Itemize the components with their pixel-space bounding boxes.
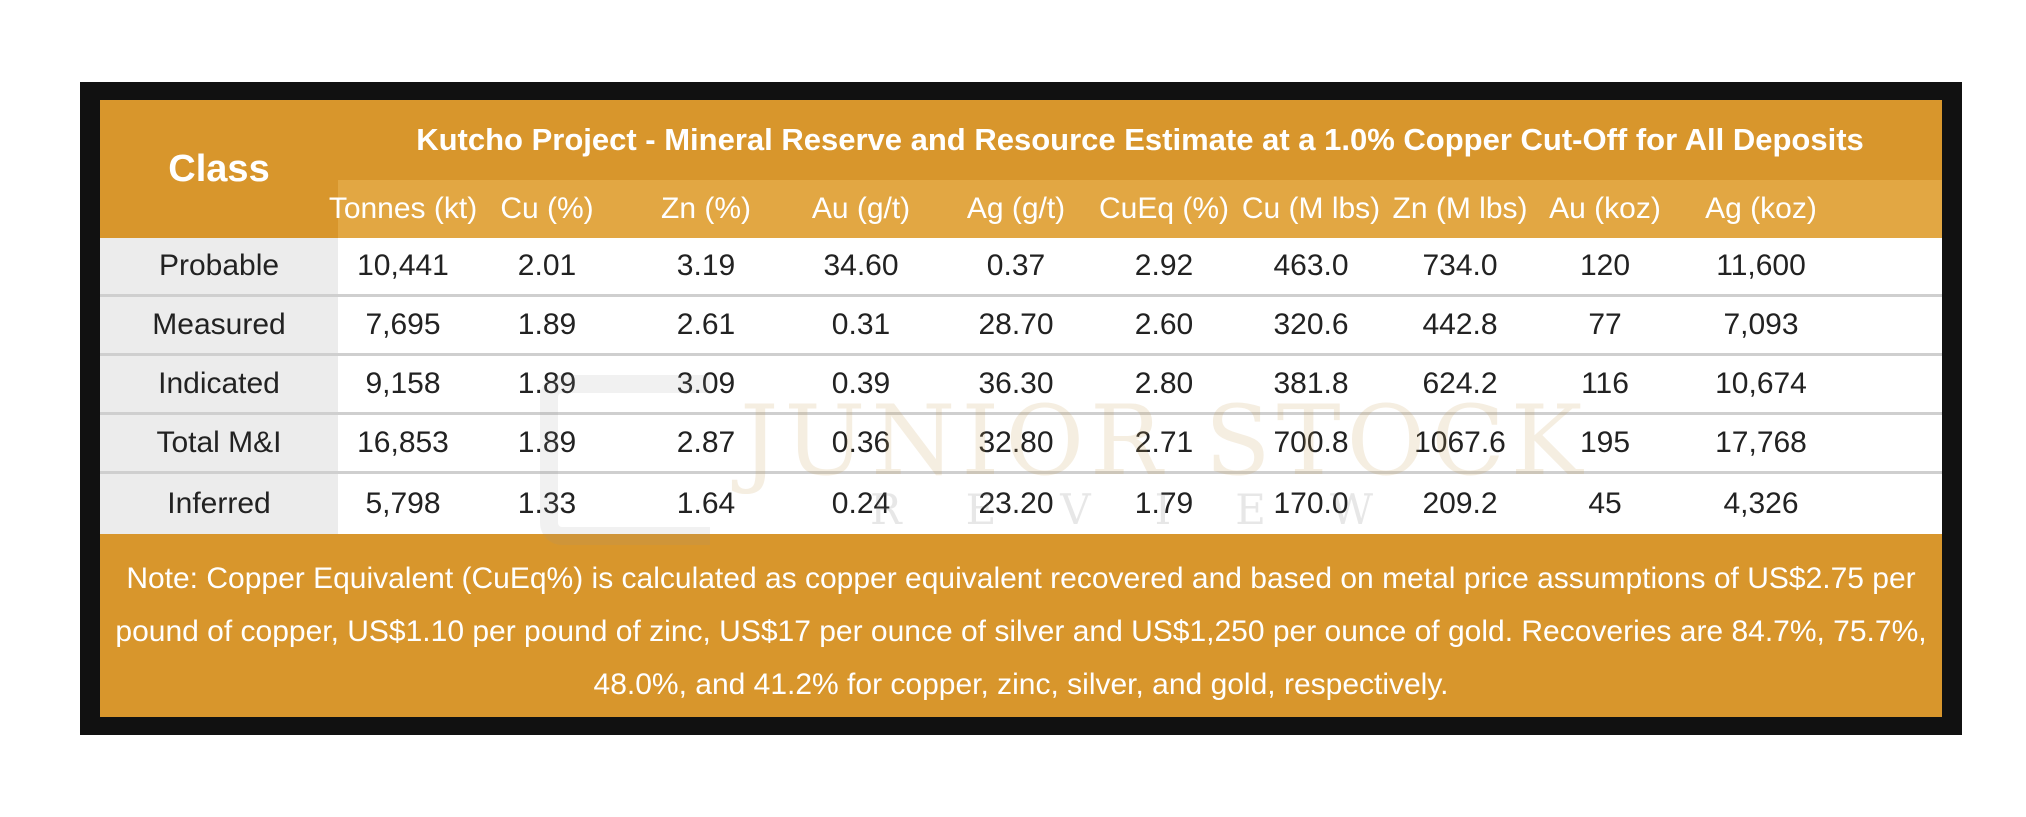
table-cell: 17,768 xyxy=(1715,426,1807,459)
column-header: Au (g/t) xyxy=(811,192,911,225)
table-cell: 9,158 xyxy=(365,367,441,400)
table-cell: 1.64 xyxy=(676,487,736,520)
table-row: Probable 10,441 2.01 3.19 34.60 0.37 2.9… xyxy=(100,238,1942,294)
table-cell: 442.8 xyxy=(1422,308,1498,341)
table-frame: Class Kutcho Project - Mineral Reserve a… xyxy=(80,82,1962,735)
table-cell: 77 xyxy=(1588,308,1622,341)
table-cell: 2.92 xyxy=(1134,249,1194,282)
table-cell: 1.89 xyxy=(517,308,577,341)
table-row: Inferred 5,798 1.33 1.64 0.24 23.20 1.79… xyxy=(100,474,1942,534)
table-cell: 2.61 xyxy=(676,308,736,341)
table-cell: 34.60 xyxy=(823,249,899,282)
table-cell: 16,853 xyxy=(357,426,449,459)
column-header: Zn (M lbs) xyxy=(1392,192,1528,225)
row-divider xyxy=(100,353,1942,356)
table-cell: 45 xyxy=(1588,487,1622,520)
table-cell: 2.01 xyxy=(517,249,577,282)
row-label: Inferred xyxy=(100,474,338,534)
class-column-header: Class xyxy=(168,147,270,190)
table-cell: 734.0 xyxy=(1422,249,1498,282)
table-cell: 1067.6 xyxy=(1414,426,1506,459)
table-row: Indicated 9,158 1.89 3.09 0.39 36.30 2.8… xyxy=(100,356,1942,412)
table-cell: 7,695 xyxy=(365,308,441,341)
row-label: Indicated xyxy=(100,356,338,412)
row-label: Probable xyxy=(100,238,338,294)
table-cell: 381.8 xyxy=(1273,367,1349,400)
table-cell: 1.89 xyxy=(517,426,577,459)
row-divider xyxy=(100,471,1942,474)
column-header: Zn (%) xyxy=(661,192,751,225)
table-cell: 2.60 xyxy=(1134,308,1194,341)
table-row: Measured 7,695 1.89 2.61 0.31 28.70 2.60… xyxy=(100,297,1942,353)
column-header: Tonnes (kt) xyxy=(328,192,478,225)
table-cell: 3.09 xyxy=(676,367,736,400)
column-header: Ag (koz) xyxy=(1705,192,1817,225)
column-header: Cu (M lbs) xyxy=(1241,192,1381,225)
column-header: Cu (%) xyxy=(500,192,594,225)
row-divider xyxy=(100,412,1942,415)
table-cell: 28.70 xyxy=(978,308,1054,341)
table-cell: 3.19 xyxy=(676,249,736,282)
table-cell: 2.80 xyxy=(1134,367,1194,400)
column-header: Au (koz) xyxy=(1549,192,1661,225)
table-cell: 624.2 xyxy=(1422,367,1498,400)
table-cell: 120 xyxy=(1579,249,1631,282)
table-cell: 1.89 xyxy=(517,367,577,400)
table-cell: 0.39 xyxy=(831,367,891,400)
table-cell: 463.0 xyxy=(1273,249,1349,282)
row-label: Total M&I xyxy=(100,415,338,471)
table-cell: 0.37 xyxy=(986,249,1046,282)
table-cell: 10,674 xyxy=(1715,367,1807,400)
column-header: CuEq (%) xyxy=(1098,192,1230,225)
table-cell: 116 xyxy=(1581,367,1629,400)
table-cell: 32.80 xyxy=(978,426,1054,459)
table-cell: 7,093 xyxy=(1723,308,1799,341)
table-cell: 700.8 xyxy=(1273,426,1349,459)
row-label: Measured xyxy=(100,297,338,353)
table-cell: 0.36 xyxy=(831,426,891,459)
column-header-row: Tonnes (kt) Cu (%) Zn (%) Au (g/t) Ag (g… xyxy=(328,180,1942,238)
table-cell: 195 xyxy=(1579,426,1631,459)
table-cell: 1.33 xyxy=(517,487,577,520)
table-cell: 170.0 xyxy=(1273,487,1349,520)
table-cell: 1.79 xyxy=(1134,487,1194,520)
table-cell: 23.20 xyxy=(978,487,1054,520)
table-cell: 0.24 xyxy=(831,487,891,520)
table-cell: 11,600 xyxy=(1716,249,1806,282)
table-cell: 2.87 xyxy=(676,426,736,459)
table-row: Total M&I 16,853 1.89 2.87 0.36 32.80 2.… xyxy=(100,415,1942,471)
table-cell: 2.71 xyxy=(1134,426,1194,459)
table-cell: 5,798 xyxy=(365,487,441,520)
table-note: Note: Copper Equivalent (CuEq%) is calcu… xyxy=(115,562,1927,701)
table-panel: Class Kutcho Project - Mineral Reserve a… xyxy=(100,100,1942,717)
table-title: Kutcho Project - Mineral Reserve and Res… xyxy=(416,122,1864,157)
table-cell: 36.30 xyxy=(978,367,1054,400)
table-cell: 0.31 xyxy=(831,308,891,341)
table-cell: 209.2 xyxy=(1422,487,1498,520)
column-header: Ag (g/t) xyxy=(966,192,1066,225)
table-cell: 320.6 xyxy=(1273,308,1349,341)
row-divider xyxy=(100,294,1942,297)
table-cell: 4,326 xyxy=(1723,487,1799,520)
table-cell: 10,441 xyxy=(357,249,449,282)
